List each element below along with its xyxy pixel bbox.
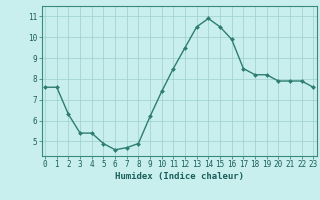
X-axis label: Humidex (Indice chaleur): Humidex (Indice chaleur) (115, 172, 244, 181)
